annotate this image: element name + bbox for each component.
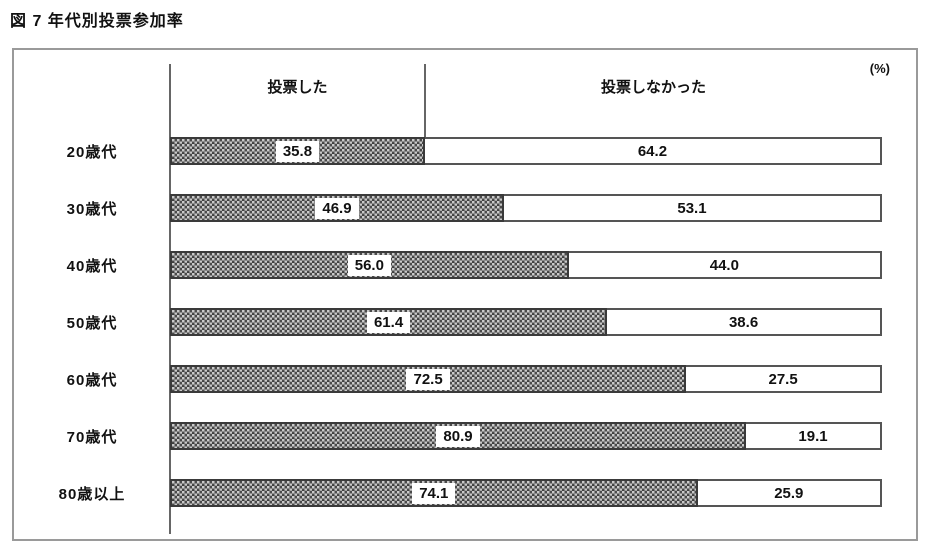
bar-segment-voted: 61.4 — [170, 308, 608, 336]
header-divider-line — [424, 64, 426, 137]
value-label-not-voted: 19.1 — [798, 427, 828, 445]
value-label-not-voted: 53.1 — [677, 199, 707, 217]
category-label: 70歳代 — [66, 428, 118, 446]
stacked-bar: 74.1 25.9 — [170, 479, 882, 507]
chart-row: 50歳代 61.4 38.6 — [14, 308, 882, 336]
value-label-voted: 56.0 — [347, 254, 391, 276]
legend-not-voted-label: 投票しなかった — [600, 79, 706, 96]
bar-segment-not-voted: 38.6 — [607, 308, 882, 336]
bar-segment-voted: 72.5 — [170, 365, 687, 393]
chart-row: 60歳代 72.5 27.5 — [14, 365, 882, 393]
value-label-voted: 72.5 — [406, 368, 450, 390]
value-label-not-voted: 64.2 — [637, 142, 668, 160]
chart-row: 30歳代 46.9 53.1 — [14, 194, 882, 222]
chart-row: 70歳代 80.9 19.1 — [14, 422, 882, 450]
category-label: 40歳代 — [66, 257, 118, 275]
value-label-voted: 35.8 — [275, 140, 320, 162]
bar-segment-not-voted: 44.0 — [568, 251, 882, 279]
chart-row: 40歳代 56.0 44.0 — [14, 251, 882, 279]
value-label-voted: 80.9 — [436, 425, 480, 447]
bar-segment-voted: 80.9 — [170, 422, 746, 450]
category-label: 30歳代 — [66, 200, 118, 218]
stacked-bar: 35.8 64.2 — [170, 137, 882, 165]
bar-segment-voted: 35.8 — [170, 137, 425, 165]
legend-voted-label: 投票した — [267, 79, 328, 96]
value-label-not-voted: 27.5 — [768, 370, 798, 388]
stacked-bar: 72.5 27.5 — [170, 365, 882, 393]
bar-segment-not-voted: 19.1 — [746, 422, 882, 450]
value-label-not-voted: 38.6 — [728, 313, 759, 331]
stacked-bar: 61.4 38.6 — [170, 308, 882, 336]
bar-segment-voted: 56.0 — [170, 251, 569, 279]
category-label: 20歳代 — [66, 143, 118, 161]
bars-area: 20歳代 35.8 64.2 30歳代 46.9 53.1 40歳代 56.0 44.0 50歳代… — [14, 137, 882, 536]
category-label: 60歳代 — [66, 371, 118, 389]
bar-segment-voted: 46.9 — [170, 194, 504, 222]
y-axis-line — [169, 64, 171, 534]
bar-segment-not-voted: 25.9 — [697, 479, 882, 507]
figure-title: 図 7 年代別投票参加率 — [10, 13, 184, 30]
unit-label: (%) — [869, 61, 890, 76]
value-label-not-voted: 44.0 — [709, 256, 739, 274]
value-label-voted: 74.1 — [412, 482, 456, 504]
stacked-bar: 56.0 44.0 — [170, 251, 882, 279]
chart-row: 80歳以上 74.1 25.9 — [14, 479, 882, 507]
bar-segment-not-voted: 27.5 — [686, 365, 882, 393]
category-label: 50歳代 — [66, 314, 118, 332]
stacked-bar: 46.9 53.1 — [170, 194, 882, 222]
value-label-not-voted: 25.9 — [774, 484, 804, 502]
bar-segment-voted: 74.1 — [170, 479, 698, 507]
value-label-voted: 46.9 — [315, 197, 359, 219]
bar-segment-not-voted: 64.2 — [424, 137, 882, 165]
stacked-bar: 80.9 19.1 — [170, 422, 882, 450]
value-label-voted: 61.4 — [366, 311, 411, 333]
bar-segment-not-voted: 53.1 — [503, 194, 882, 222]
category-label: 80歳以上 — [58, 485, 126, 503]
chart-row: 20歳代 35.8 64.2 — [14, 137, 882, 165]
chart-frame: 投票した 投票しなかった (%) 20歳代 35.8 64.2 30歳代 46.9 53.… — [12, 48, 918, 541]
